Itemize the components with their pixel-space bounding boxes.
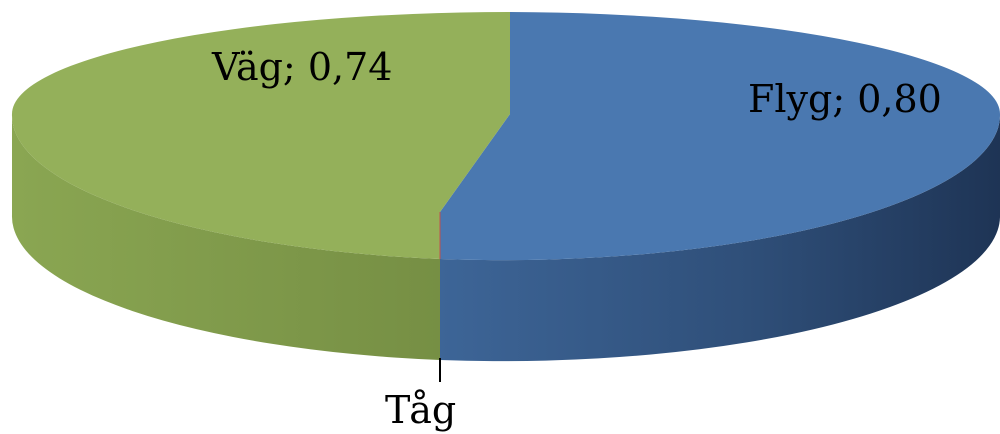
pie-side-vag: [11, 114, 441, 360]
pie-slice-flyg: [440, 12, 1000, 261]
pie-slice-vag: [11, 12, 511, 259]
pie-side-flyg: [440, 114, 1000, 362]
data-label-flyg: Flyg; 0,80: [748, 77, 942, 121]
data-label-tag: Tåg: [385, 388, 456, 432]
data-label-vag: Väg; 0,74: [211, 45, 392, 89]
